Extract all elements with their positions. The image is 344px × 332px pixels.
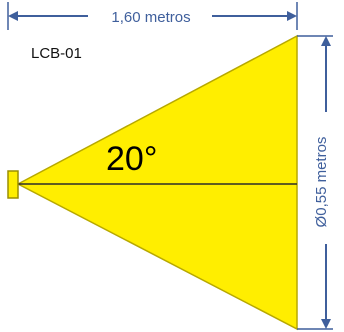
length-arrowhead-right <box>287 11 297 21</box>
diameter-arrowhead-bottom <box>321 319 331 329</box>
length-label: 1,60 metros <box>111 9 190 26</box>
length-arrowhead-left <box>8 11 18 21</box>
beam-cone <box>16 34 298 331</box>
diameter-dimension: Ø0,55 metros <box>297 35 333 330</box>
length-dimension: 1,60 metros <box>7 2 298 30</box>
model-label: LCB-01 <box>31 45 82 62</box>
light-source <box>7 170 19 199</box>
angle-label: 20° <box>106 140 157 178</box>
diameter-arrowhead-top <box>321 36 331 46</box>
diameter-label: Ø0,55 metros <box>313 137 330 228</box>
